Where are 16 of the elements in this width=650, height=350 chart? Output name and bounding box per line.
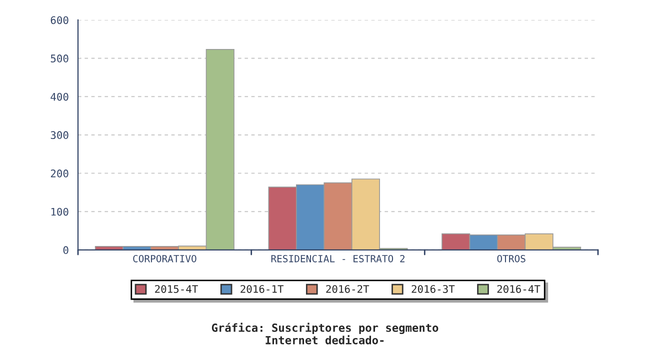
legend-label: 2016-2T <box>326 285 370 293</box>
y-tick-label: 300 <box>50 131 68 140</box>
legend-label: 2016-1T <box>240 285 284 293</box>
y-tick-label: 600 <box>50 16 68 24</box>
text: Gráfica: Suscriptores por segmento Internet dedicado- <box>212 322 438 344</box>
y-tick-label: 0 <box>63 246 68 254</box>
legend-label: 2016-3T <box>412 285 455 293</box>
y-tick-label: 200 <box>50 170 68 178</box>
y-tick-label: 400 <box>50 92 68 101</box>
x-tick-label: OTROS <box>497 254 526 262</box>
legend-label: 2016-4T <box>497 285 540 293</box>
x-tick-label: RESIDENCIAL - ESTRATO 2 <box>271 254 404 262</box>
x-tick-label: CORPORATIVO <box>133 254 196 262</box>
y-tick-label: 500 <box>50 54 68 62</box>
legend-label: 2015-4T <box>155 285 198 293</box>
y-tick-label: 100 <box>51 208 68 216</box>
